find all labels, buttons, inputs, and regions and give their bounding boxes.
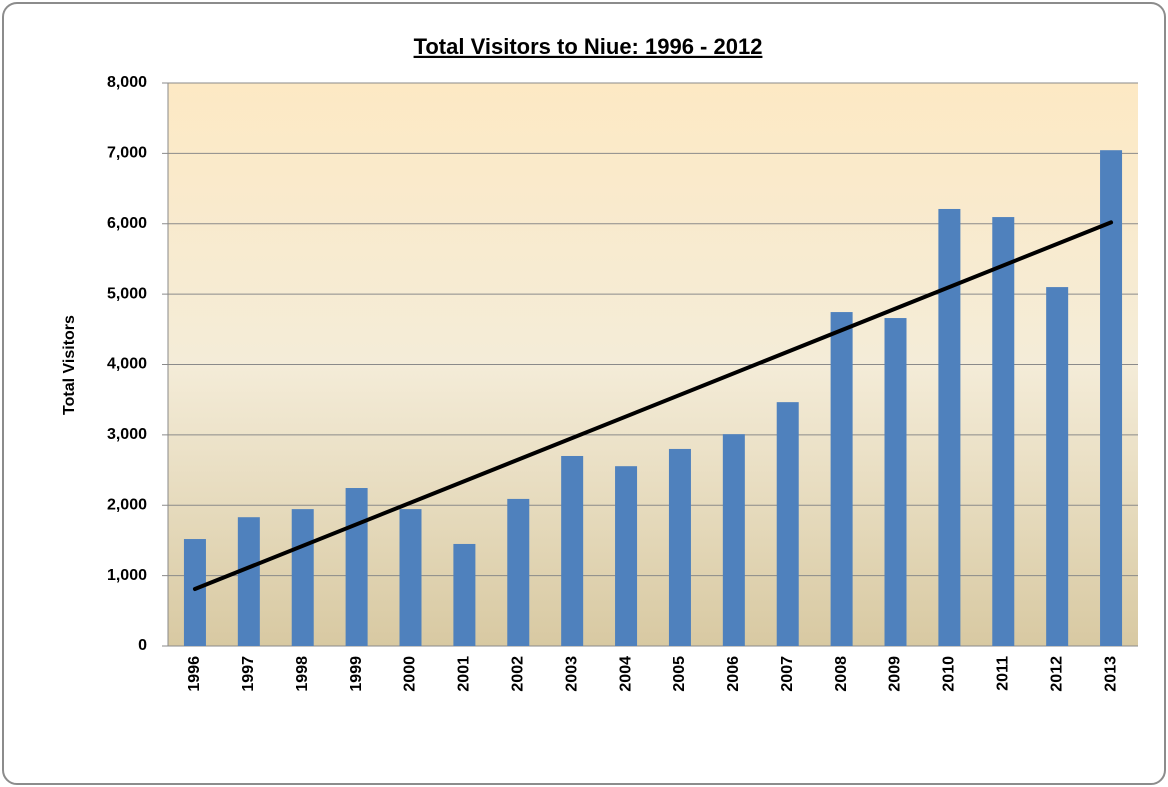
bar: [615, 466, 638, 646]
bar: [776, 402, 799, 646]
bar: [1100, 150, 1123, 646]
x-tick-label: 2007: [779, 656, 796, 692]
bar: [183, 539, 206, 646]
x-tick-label: 1998: [294, 656, 311, 692]
x-tick-label: 2001: [456, 656, 473, 692]
y-tick-label: 5,000: [107, 285, 147, 302]
bar: [830, 312, 853, 646]
y-tick-label: 1,000: [107, 567, 147, 584]
trendline: [192, 220, 1114, 591]
x-tick-label: 1997: [240, 656, 257, 692]
x-tick-label: 1996: [186, 656, 203, 692]
bar: [507, 498, 530, 646]
x-tick-label: 2013: [1102, 656, 1119, 692]
bar: [992, 217, 1015, 646]
y-tick-label: 8,000: [107, 74, 147, 91]
bar: [237, 517, 260, 646]
bar: [453, 543, 476, 646]
bar: [345, 488, 368, 646]
x-tick-label: 2012: [1048, 656, 1065, 692]
bar: [1046, 287, 1069, 646]
x-tick-label: 2009: [887, 656, 904, 692]
bar: [722, 434, 745, 646]
x-tick-label: 2005: [671, 656, 688, 692]
x-tick-label: 1999: [348, 656, 365, 692]
bar: [884, 318, 907, 646]
y-tick-label: 0: [138, 637, 147, 654]
y-tick-label: 4,000: [107, 356, 147, 373]
bar: [668, 448, 691, 646]
bar: [399, 509, 422, 646]
x-tick-label: 2006: [725, 656, 742, 692]
x-tick-label: 2011: [994, 656, 1011, 691]
x-tick-label: 2010: [941, 656, 958, 692]
x-tick-label: 2000: [402, 656, 419, 692]
y-axis-label: Total Visitors: [61, 315, 78, 415]
bar: [561, 455, 584, 646]
y-tick-label: 3,000: [107, 426, 147, 443]
y-tick-label: 7,000: [107, 145, 147, 162]
y-tick-label: 6,000: [107, 215, 147, 232]
x-tick-label: 2002: [509, 656, 526, 692]
y-tick-label: 2,000: [107, 496, 147, 513]
x-tick-label: 2004: [617, 656, 634, 692]
bar: [938, 208, 961, 646]
chart-title: Total Visitors to Niue: 1996 - 2012: [414, 34, 763, 59]
bar: [291, 509, 314, 646]
x-tick-label: 2003: [563, 656, 580, 692]
x-tick-label: 2008: [833, 656, 850, 692]
